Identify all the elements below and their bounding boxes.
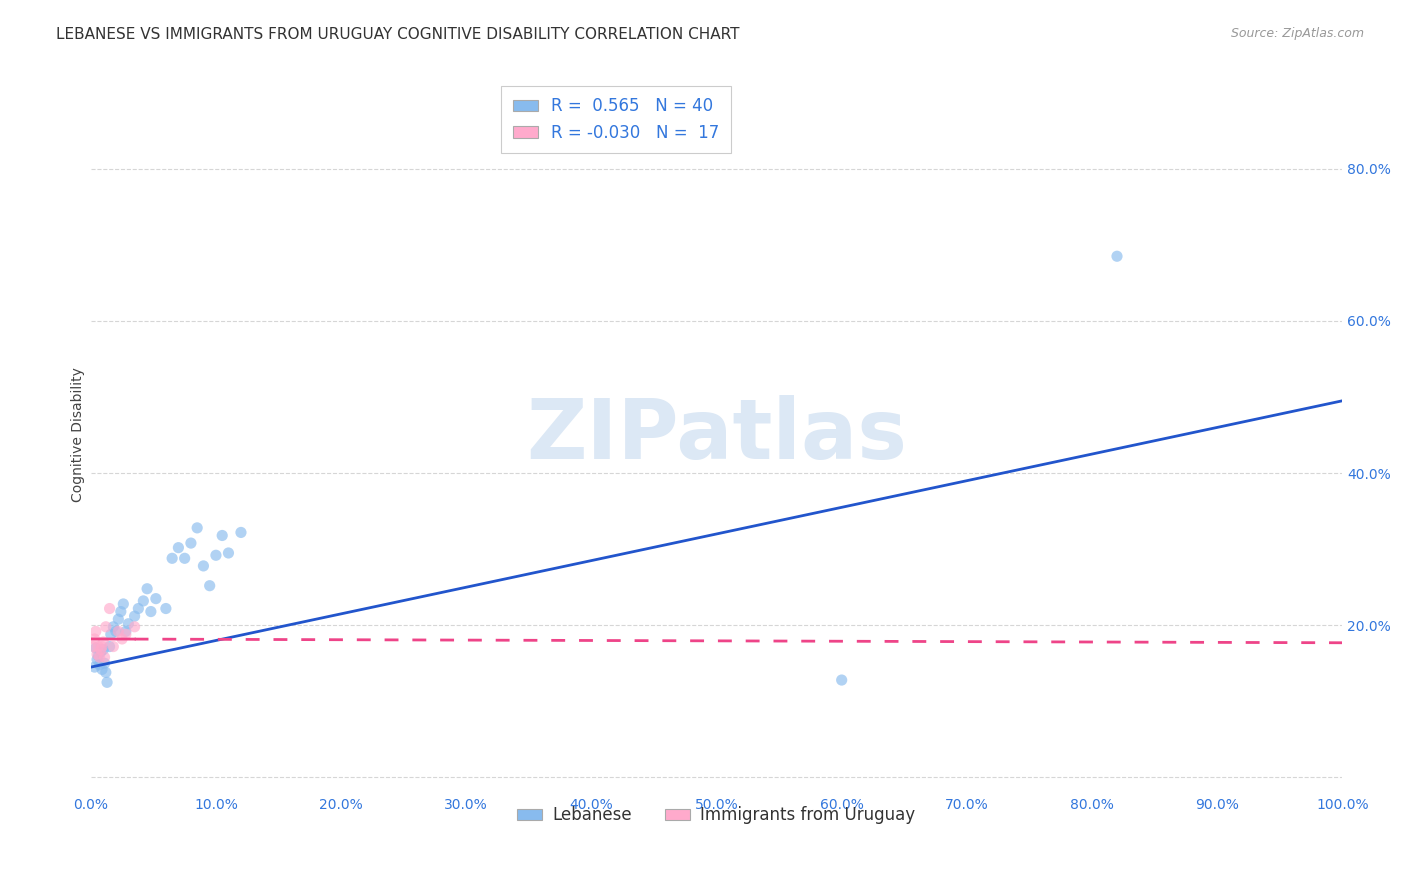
Point bbox=[167, 541, 190, 555]
Point bbox=[94, 620, 117, 634]
Point bbox=[198, 579, 221, 593]
Text: ZIPatlas: ZIPatlas bbox=[526, 394, 907, 475]
Point bbox=[145, 591, 167, 606]
Point bbox=[205, 548, 228, 562]
Point bbox=[91, 642, 114, 657]
Point bbox=[93, 650, 115, 665]
Point bbox=[112, 597, 135, 611]
Point bbox=[87, 640, 110, 654]
Point bbox=[84, 624, 107, 639]
Point bbox=[94, 665, 117, 680]
Point bbox=[89, 657, 111, 672]
Point bbox=[124, 620, 146, 634]
Point bbox=[91, 662, 114, 676]
Point bbox=[91, 640, 114, 654]
Point bbox=[103, 640, 125, 654]
Point bbox=[107, 624, 129, 639]
Point bbox=[91, 635, 114, 649]
Point bbox=[136, 582, 159, 596]
Point bbox=[110, 605, 132, 619]
Point bbox=[186, 521, 208, 535]
Point bbox=[96, 675, 118, 690]
Point bbox=[173, 551, 195, 566]
Point bbox=[103, 620, 125, 634]
Point bbox=[84, 641, 107, 656]
Point bbox=[107, 612, 129, 626]
Point bbox=[82, 640, 104, 654]
Point bbox=[229, 525, 252, 540]
Point bbox=[127, 601, 149, 615]
Point bbox=[114, 624, 136, 639]
Point bbox=[98, 601, 121, 615]
Point bbox=[211, 528, 233, 542]
Y-axis label: Cognitive Disability: Cognitive Disability bbox=[72, 368, 86, 502]
Point bbox=[86, 652, 108, 666]
Point bbox=[155, 601, 177, 615]
Text: Source: ZipAtlas.com: Source: ZipAtlas.com bbox=[1230, 27, 1364, 40]
Point bbox=[83, 632, 105, 646]
Point bbox=[98, 640, 121, 654]
Point bbox=[111, 632, 134, 646]
Point bbox=[93, 657, 115, 671]
Point bbox=[90, 645, 112, 659]
Point bbox=[831, 673, 853, 687]
Point bbox=[114, 627, 136, 641]
Text: LEBANESE VS IMMIGRANTS FROM URUGUAY COGNITIVE DISABILITY CORRELATION CHART: LEBANESE VS IMMIGRANTS FROM URUGUAY COGN… bbox=[56, 27, 740, 42]
Point bbox=[1105, 249, 1128, 263]
Point bbox=[100, 627, 122, 641]
Point bbox=[83, 660, 105, 674]
Point bbox=[117, 616, 139, 631]
Point bbox=[87, 648, 110, 663]
Point bbox=[86, 647, 108, 661]
Point bbox=[180, 536, 202, 550]
Point bbox=[193, 558, 215, 573]
Point bbox=[124, 609, 146, 624]
Point bbox=[160, 551, 183, 566]
Point bbox=[217, 546, 239, 560]
Legend: Lebanese, Immigrants from Uruguay: Lebanese, Immigrants from Uruguay bbox=[508, 797, 925, 834]
Point bbox=[132, 594, 155, 608]
Point bbox=[89, 650, 111, 665]
Point bbox=[104, 624, 127, 639]
Point bbox=[90, 642, 112, 657]
Point bbox=[139, 605, 162, 619]
